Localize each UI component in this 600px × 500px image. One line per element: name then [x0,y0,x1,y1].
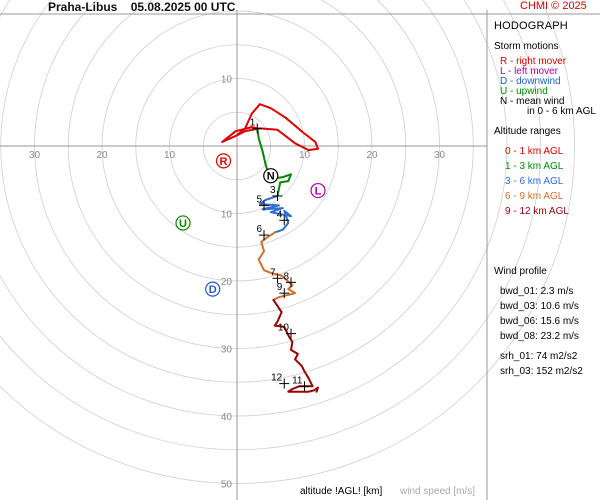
altitude-mark-label: 8 [283,271,289,282]
storm-motion-item: U - upwind [500,86,548,97]
wind-profile-item: srh_01: 74 m2/s2 [500,351,578,362]
wind-speed-axis-label: wind speed [m/s] [400,486,476,497]
range-ring [0,0,508,417]
altitude-mark-label: 5 [256,194,262,205]
storm-motion-label: R [220,156,228,168]
storm-motion-item: D - downwind [500,76,561,87]
storm-motion-circle [205,281,221,297]
wind-profile-item: bwd_03: 10.6 m/s [500,301,579,312]
storm-motion-markers: R L D U N [175,153,326,297]
wind-profile-heading: Wind profile [494,266,547,277]
altitude-mark-label: 9 [277,282,283,293]
storm-motion-label: U [179,218,187,230]
storm-motion-circle [263,168,279,184]
altitude-range-item: 3 - 6 km AGL [505,176,564,187]
storm-motion-label: L [315,186,322,198]
storm-motion-item: R - right mover [500,56,567,67]
y-tick-label: 10 [221,75,233,86]
altitude-mark-label: 10 [278,323,290,334]
range-rings [0,0,575,484]
altitude-axis-label: altitude !AGL! [km] [300,486,383,497]
x-tick-label: 10 [299,150,311,161]
hodograph-axes [0,10,600,500]
copyright: CHMI © 2025 [520,0,587,12]
hodograph-line-segment [258,194,292,234]
storm-motion-item: N - mean wind [500,96,565,107]
storm-motion-circle [215,153,232,169]
altitude-range-item: 6 - 9 km AGL [505,191,564,202]
storm-motion-circle [310,182,326,199]
wind-profile-item: srh_03: 152 m2/s2 [500,366,583,377]
altitude-range-item: 0 - 1 km AGL [505,146,564,157]
altitude-marks: 1 3 4 5 6 7 89 10 11 12 [250,117,310,392]
wind-profile-item: bwd_08: 23.2 m/s [500,331,579,342]
altitude-mark-label: 12 [271,373,283,384]
storm-motion-label: N [267,171,275,183]
x-tick-label: 10 [164,150,176,161]
y-tick-label: 30 [221,345,233,356]
x-tick-label: 20 [96,150,108,161]
y-tick-label: 40 [221,412,233,423]
altitude-range-item: 1 - 3 km AGL [505,161,564,172]
wind-profile-item: bwd_01: 2.3 m/s [500,286,574,297]
altitude-mark-label: 4 [277,209,283,220]
storm-motion-label: D [209,284,217,296]
altitude-range-item: 9 - 12 km AGL [505,206,569,217]
storm-motion-circle [175,215,191,231]
altitude-mark-label: 11 [292,375,303,386]
storm-motions-heading: Storm motions [494,41,559,52]
y-tick-label: 50 [221,480,233,491]
panel-title: HODOGRAPH [494,20,568,32]
altitude-mark-label: 1 [250,117,256,128]
altitude-mark-label: 7 [270,267,276,278]
altitude-mark-label: 3 [270,185,276,196]
altitude-mark-label: 6 [256,224,262,235]
chart-header: Praha-Libus 05.08.2025 00 UTC [48,0,235,14]
y-tick-label: 10 [221,210,233,221]
x-tick-label: 30 [29,150,41,161]
axis-tick-labels: 30 20 10 10 20 30 10 10 20 30 40 50 [29,75,446,491]
wind-profile-item: bwd_06: 15.6 m/s [500,316,579,327]
x-tick-label: 20 [366,150,378,161]
hodograph-line-segment [221,103,319,152]
station-name: Praha-Libus [48,0,118,14]
sounding-datetime: 05.08.2025 00 UTC [130,0,236,14]
x-tick-label: 30 [434,150,446,161]
y-tick-label: 20 [221,277,233,288]
storm-motion-item: in 0 - 6 km AGL [527,106,596,117]
hodograph-series [221,103,319,393]
storm-motion-item: L - left mover [500,66,558,77]
hodograph-line-segment [257,231,297,301]
hodograph-line-segment [272,298,319,393]
altitude-ranges-heading: Altitude ranges [494,126,561,137]
